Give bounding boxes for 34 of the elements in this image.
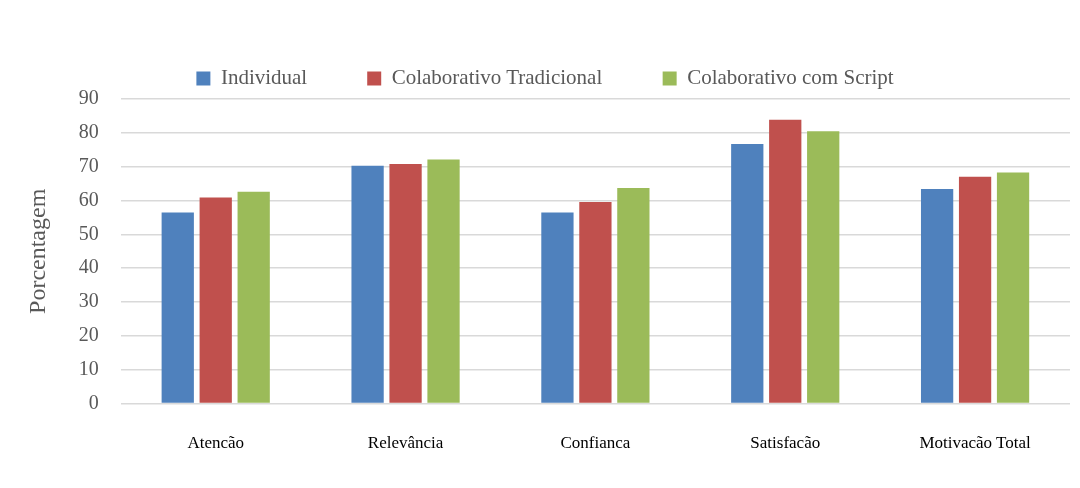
bar [237,191,270,403]
x-tick-label: Relevância [367,433,444,453]
bar [541,212,574,403]
x-tick-label: Confianca [560,433,631,453]
y-tick-label: 30 [78,289,99,312]
bar [731,144,764,403]
bar [351,165,384,403]
bar [199,197,232,403]
bar [617,188,650,403]
y-tick-label: 60 [78,187,99,210]
bar [427,159,460,403]
x-tick-label: Satisfacão [750,433,821,453]
bar [389,163,422,403]
bar [161,212,194,403]
bar [958,176,992,403]
y-axis-title: Porcentagem [23,188,50,314]
bar [769,119,802,403]
legend-label: Individual [220,65,308,90]
bar [996,172,1030,403]
y-tick-label: 80 [78,120,99,143]
y-tick-label: 90 [78,86,99,109]
legend-label: Colaborativo Tradicional [391,65,603,90]
y-tick-label: 70 [78,153,99,176]
bar [920,189,954,403]
y-tick-label: 10 [78,357,99,380]
x-tick-label: Motivacão Total [919,433,1032,453]
bar [579,201,612,403]
y-tick-label: 50 [78,221,99,244]
y-tick-label: 40 [78,255,99,278]
y-tick-label: 0 [88,390,99,413]
x-tick-label: Atencão [187,433,245,453]
y-tick-label: 20 [78,323,99,346]
legend-label: Colaborativo com Script [687,65,894,90]
bar [807,131,840,403]
